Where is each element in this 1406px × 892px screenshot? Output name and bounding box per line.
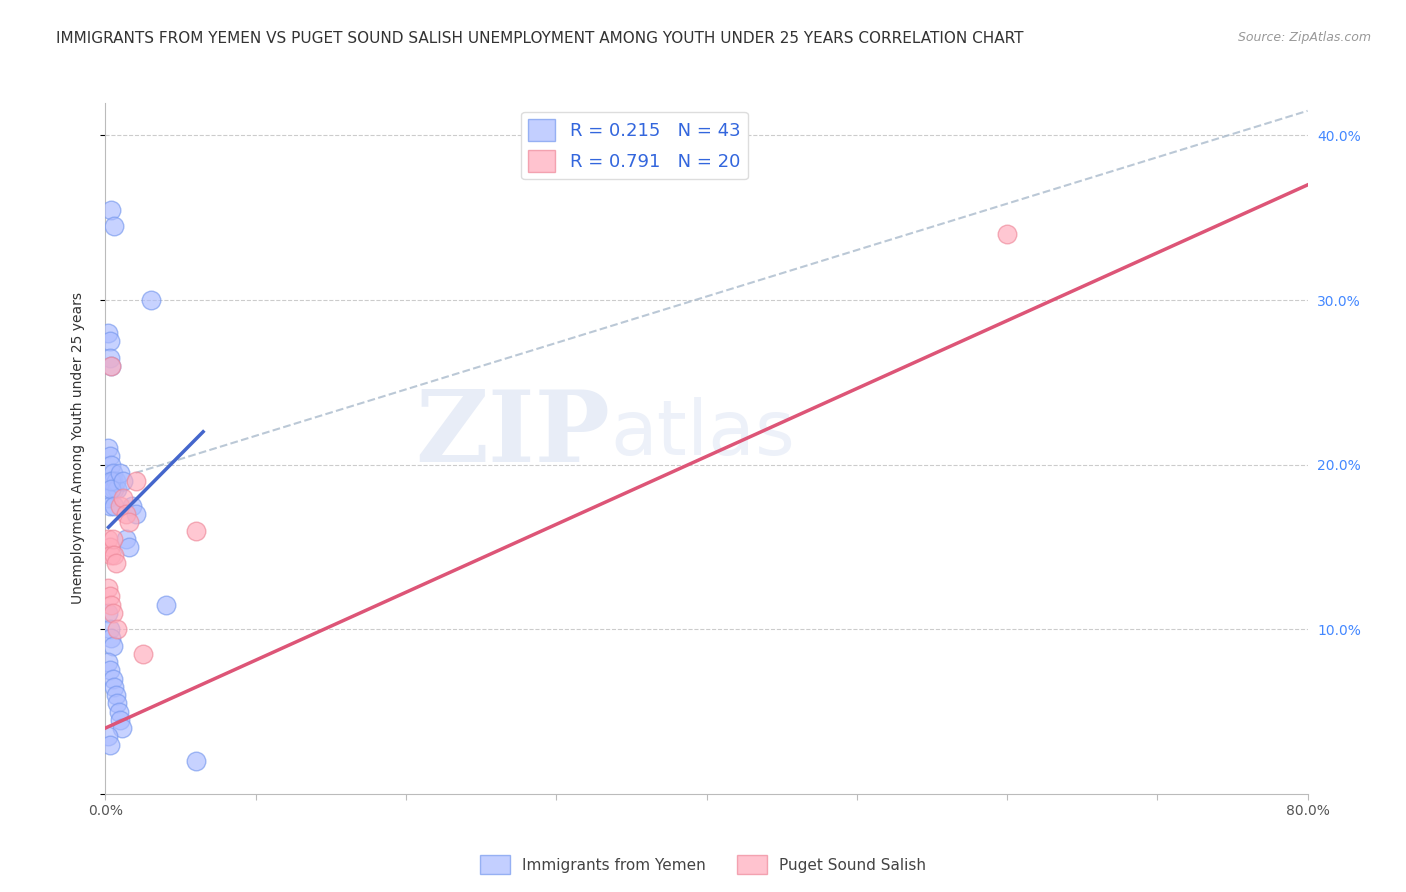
Point xyxy=(139,293,162,307)
Point xyxy=(115,507,138,521)
Legend: Immigrants from Yemen, Puget Sound Salish: Immigrants from Yemen, Puget Sound Salis… xyxy=(474,849,932,880)
Point xyxy=(110,466,132,480)
Point xyxy=(132,647,155,661)
Point xyxy=(110,713,132,727)
Point xyxy=(100,202,122,217)
Point xyxy=(103,680,125,694)
Point xyxy=(97,326,120,340)
Point xyxy=(100,598,122,612)
Point xyxy=(118,516,141,530)
Point xyxy=(97,581,120,595)
Point xyxy=(184,524,207,538)
Point xyxy=(100,458,122,472)
Point xyxy=(98,540,121,554)
Point xyxy=(98,351,121,365)
Text: IMMIGRANTS FROM YEMEN VS PUGET SOUND SALISH UNEMPLOYMENT AMONG YOUTH UNDER 25 YE: IMMIGRANTS FROM YEMEN VS PUGET SOUND SAL… xyxy=(56,31,1024,46)
Point xyxy=(98,664,121,678)
Point xyxy=(118,540,141,554)
Point xyxy=(124,507,146,521)
Point xyxy=(100,548,122,562)
Point xyxy=(108,705,131,719)
Point xyxy=(107,697,129,711)
Point xyxy=(121,499,143,513)
Point xyxy=(995,227,1018,242)
Point xyxy=(100,483,122,497)
Point xyxy=(103,499,125,513)
Text: atlas: atlas xyxy=(610,398,796,471)
Point xyxy=(115,532,138,546)
Point xyxy=(97,491,120,505)
Point xyxy=(98,499,121,513)
Point xyxy=(98,738,121,752)
Point xyxy=(100,359,122,373)
Y-axis label: Unemployment Among Youth under 25 years: Unemployment Among Youth under 25 years xyxy=(70,293,84,604)
Point xyxy=(97,606,120,620)
Point xyxy=(101,466,124,480)
Legend: R = 0.215   N = 43, R = 0.791   N = 20: R = 0.215 N = 43, R = 0.791 N = 20 xyxy=(522,112,748,179)
Point xyxy=(101,474,124,488)
Point xyxy=(97,729,120,743)
Point xyxy=(103,483,125,497)
Text: Source: ZipAtlas.com: Source: ZipAtlas.com xyxy=(1237,31,1371,45)
Point xyxy=(101,606,124,620)
Point xyxy=(100,631,122,645)
Point xyxy=(155,598,177,612)
Point xyxy=(184,754,207,768)
Point xyxy=(98,590,121,604)
Point xyxy=(124,474,146,488)
Point xyxy=(100,359,122,373)
Point xyxy=(98,450,121,464)
Point xyxy=(101,639,124,653)
Point xyxy=(111,721,134,735)
Point xyxy=(104,474,127,488)
Text: ZIP: ZIP xyxy=(415,386,610,483)
Point xyxy=(97,655,120,669)
Point xyxy=(101,672,124,686)
Point xyxy=(103,219,125,233)
Point xyxy=(98,334,121,349)
Point xyxy=(100,474,122,488)
Point xyxy=(112,474,135,488)
Point xyxy=(107,483,129,497)
Point xyxy=(104,557,127,571)
Point xyxy=(101,532,124,546)
Point xyxy=(97,532,120,546)
Point xyxy=(104,688,127,702)
Point xyxy=(107,622,129,636)
Point xyxy=(98,622,121,636)
Point xyxy=(110,499,132,513)
Point xyxy=(97,442,120,456)
Point xyxy=(103,548,125,562)
Point xyxy=(112,491,135,505)
